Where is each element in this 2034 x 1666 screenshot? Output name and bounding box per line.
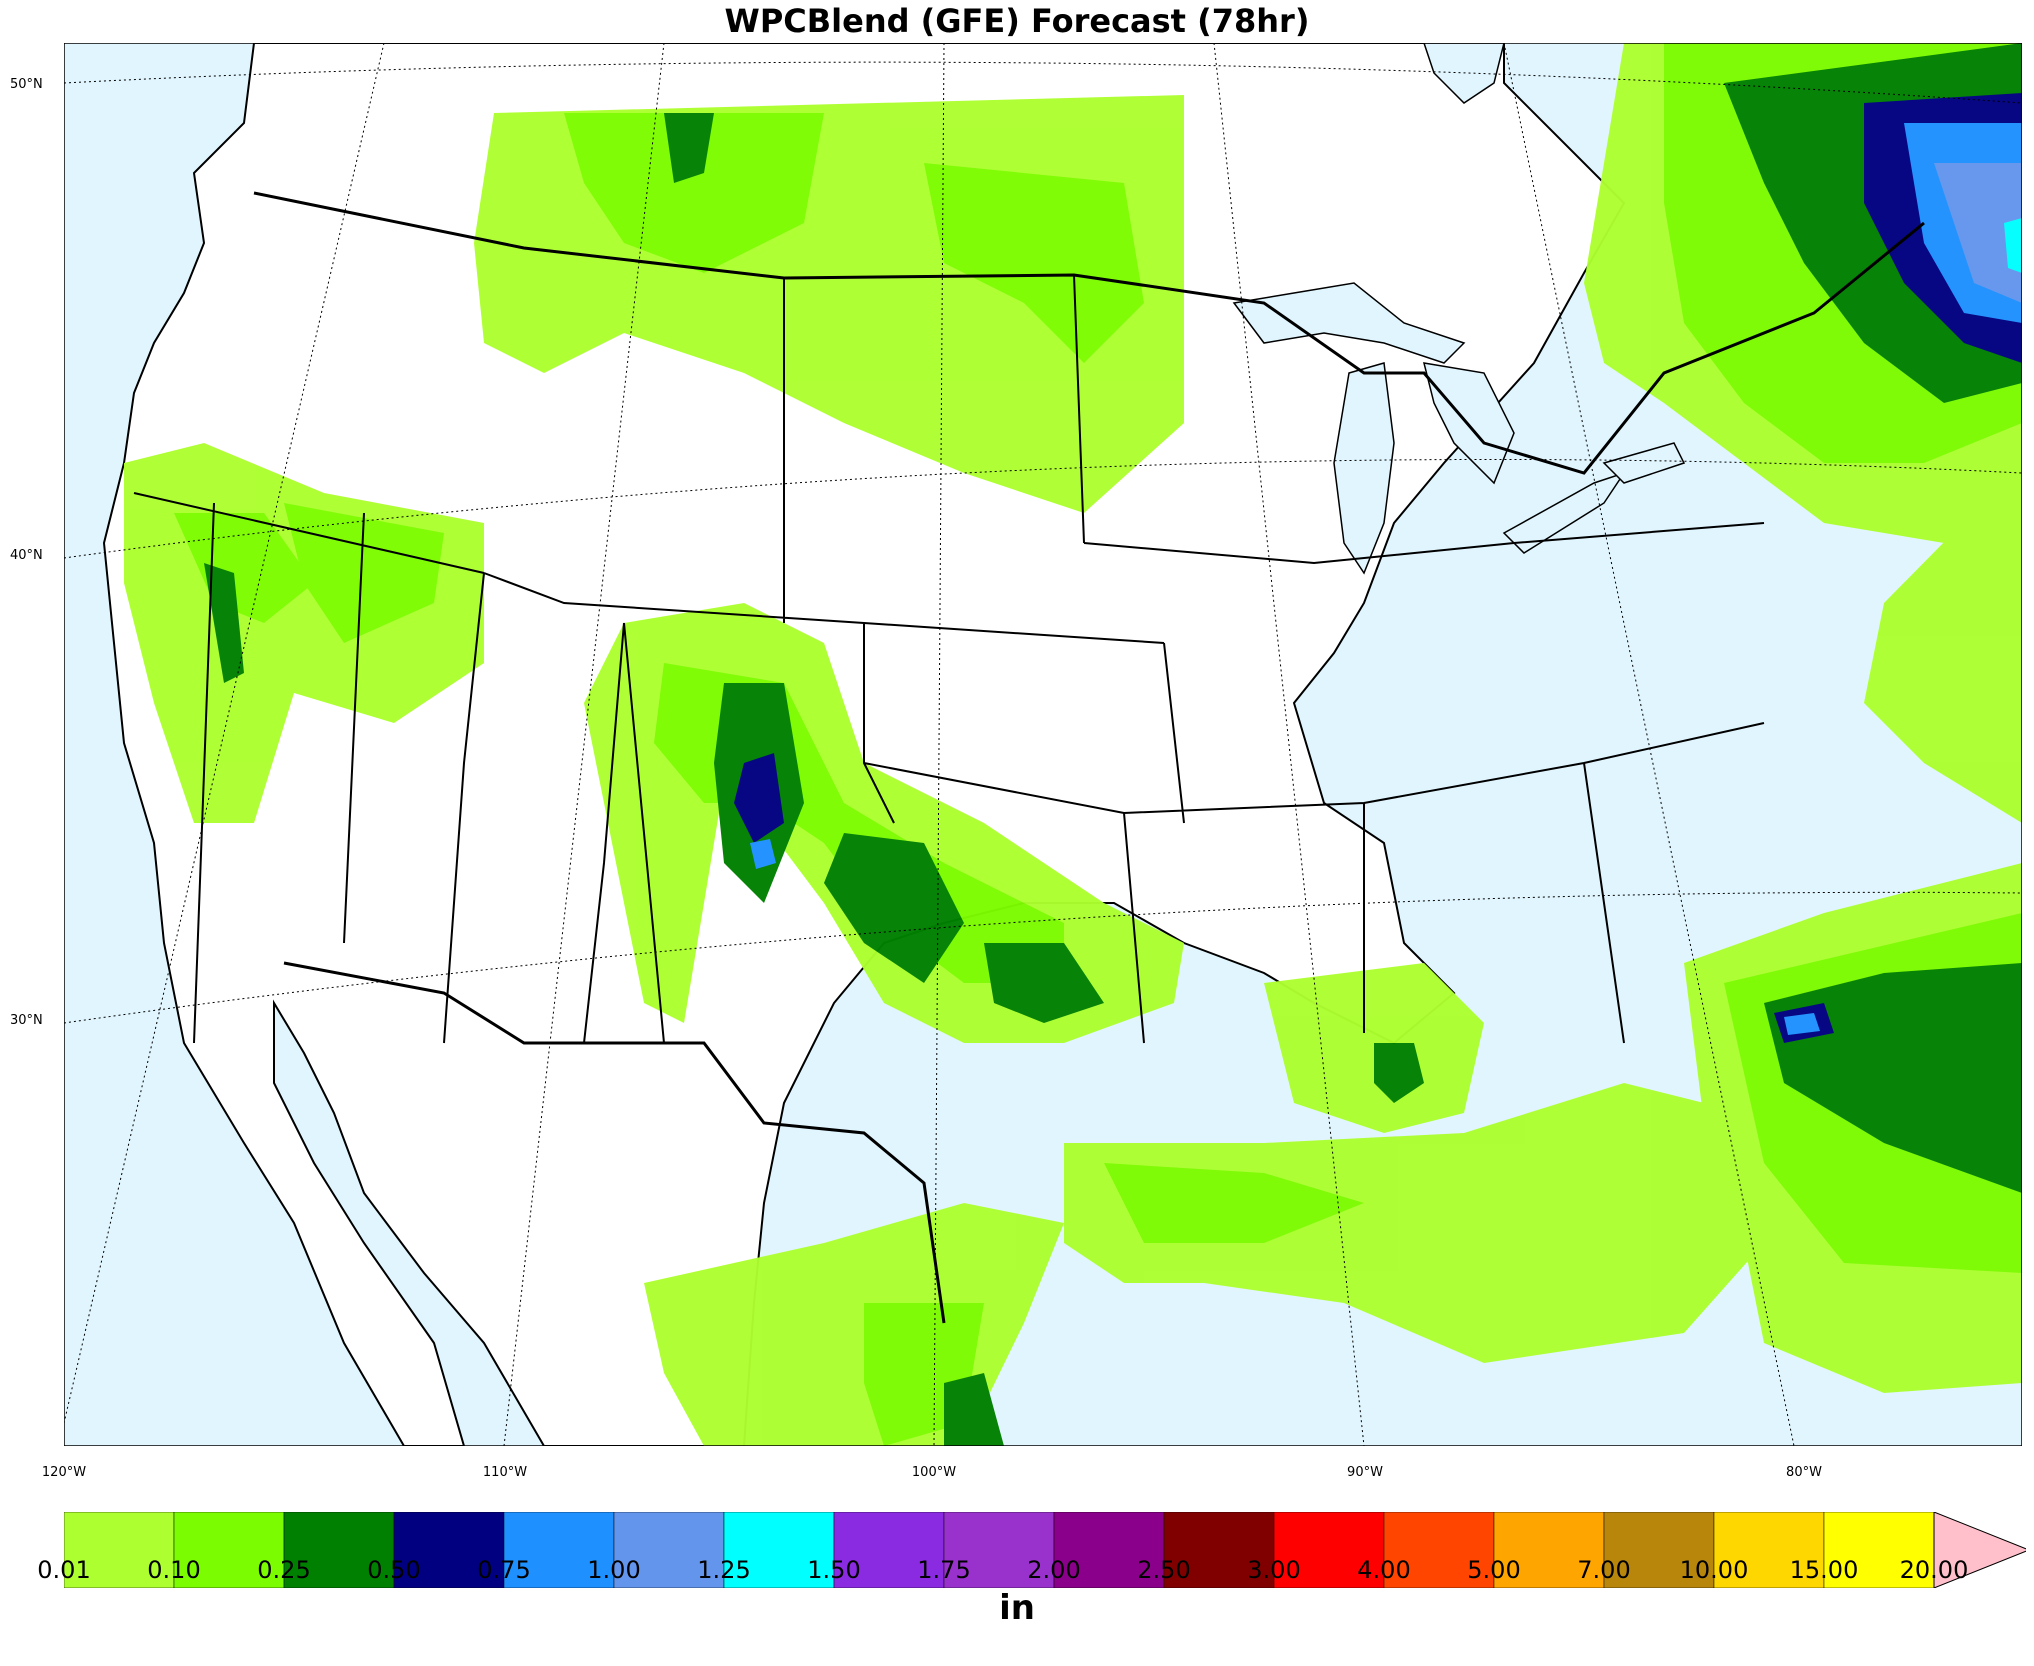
- colorbar-tick-label: 1.00: [587, 1556, 641, 1584]
- precipitation-map: [64, 43, 2022, 1446]
- parallel-50: [64, 61, 2022, 104]
- colorbar-segment: [1273, 1512, 1385, 1588]
- meridian-90: [1213, 43, 1365, 1446]
- precip-region: [944, 1373, 1004, 1446]
- colorbar-segment: [1163, 1512, 1275, 1588]
- colorbar-segment: [283, 1512, 395, 1588]
- precip-region: [664, 113, 714, 183]
- precip-region: [1864, 463, 2022, 823]
- lake-ontario: [1602, 442, 1686, 484]
- colorbar-tick-label: 1.50: [807, 1556, 861, 1584]
- precip-region: [174, 513, 314, 623]
- lake-huron: [1422, 362, 1515, 485]
- colorbar-segment: [1603, 1512, 1715, 1588]
- colorbar-tick-label: 1.25: [697, 1556, 751, 1584]
- colorbar-segment: [833, 1512, 945, 1588]
- precip-region: [924, 163, 1144, 363]
- colorbar-tick-label: 7.00: [1577, 1556, 1631, 1584]
- state-lines: [133, 274, 1765, 1044]
- lon-label: 80°W: [1786, 1465, 1822, 1480]
- lat-label: 50°N: [10, 77, 43, 92]
- parallel-30: [64, 891, 2022, 1024]
- colorbar-tick-label: 0.01: [37, 1556, 91, 1584]
- colorbar-tick-label: 0.25: [257, 1556, 311, 1584]
- precip-region: [284, 503, 444, 643]
- colorbar: [64, 1512, 2026, 1588]
- precip-region: [1934, 163, 2022, 303]
- colorbar-segment: [613, 1512, 725, 1588]
- meridian-100: [933, 43, 945, 1446]
- colorbar-segment: [173, 1512, 285, 1588]
- colorbar-tick-label: 2.50: [1137, 1556, 1191, 1584]
- lon-label: 120°W: [41, 1465, 87, 1480]
- precip-layer: [124, 43, 2022, 1446]
- colorbar-segment: [1493, 1512, 1605, 1588]
- colorbar-tick-label: 5.00: [1467, 1556, 1521, 1584]
- precip-region: [824, 833, 964, 983]
- colorbar-tick-label: 2.00: [1027, 1556, 1081, 1584]
- colorbar-tick-label: 15.00: [1789, 1556, 1859, 1584]
- precip-region: [734, 753, 784, 843]
- lake-superior: [1232, 282, 1466, 364]
- precip-region: [1064, 1083, 1764, 1363]
- lon-label: 110°W: [482, 1465, 528, 1480]
- colorbar-tick-label: 0.10: [147, 1556, 201, 1584]
- colorbar-segment: [503, 1512, 615, 1588]
- meridian-80: [1503, 43, 1795, 1446]
- us-mexico-border: [283, 961, 946, 1324]
- lon-label: 90°W: [1347, 1465, 1383, 1480]
- map-title: WPCBlend (GFE) Forecast (78hr): [724, 2, 1310, 40]
- lat-label: 30°N: [10, 1013, 43, 1028]
- colorbar-segment: [1383, 1512, 1495, 1588]
- colorbar-segment: [943, 1512, 1055, 1588]
- colorbar-tick-label: 0.75: [477, 1556, 531, 1584]
- lake-michigan: [1333, 362, 1395, 575]
- meridian-110: [503, 43, 665, 1446]
- lon-label: 100°W: [911, 1465, 957, 1480]
- precip-region: [204, 563, 244, 683]
- precip-region: [2004, 218, 2022, 273]
- colorbar-tick-label: 4.00: [1357, 1556, 1411, 1584]
- precip-region: [750, 839, 776, 869]
- parallel-40: [64, 458, 2022, 559]
- colorbar-extend-arrow: [1933, 1512, 2026, 1588]
- graticule: [64, 43, 2022, 1446]
- colorbar-tick-label: 1.75: [917, 1556, 971, 1584]
- lat-label: 40°N: [10, 548, 43, 563]
- precip-region: [984, 943, 1104, 1023]
- colorbar-tick-label: 10.00: [1679, 1556, 1749, 1584]
- meridian-120: [64, 43, 385, 1424]
- precip-region: [1104, 1163, 1364, 1243]
- colorbar-segment: [393, 1512, 505, 1588]
- precip-region: [1374, 1043, 1424, 1103]
- boundaries: [133, 191, 1925, 1324]
- colorbar-segment: [723, 1512, 835, 1588]
- lake-erie: [1502, 471, 1626, 554]
- colorbar-tick-label: 3.00: [1247, 1556, 1301, 1584]
- precip-region: [1784, 1013, 1820, 1035]
- colorbar-tick-label: 20.00: [1899, 1556, 1969, 1584]
- us-canada-border: [253, 191, 1925, 475]
- precip-region: [564, 113, 824, 273]
- colorbar-segment: [1053, 1512, 1165, 1588]
- colorbar-unit: in: [999, 1588, 1035, 1628]
- colorbar-tick-label: 0.50: [367, 1556, 421, 1584]
